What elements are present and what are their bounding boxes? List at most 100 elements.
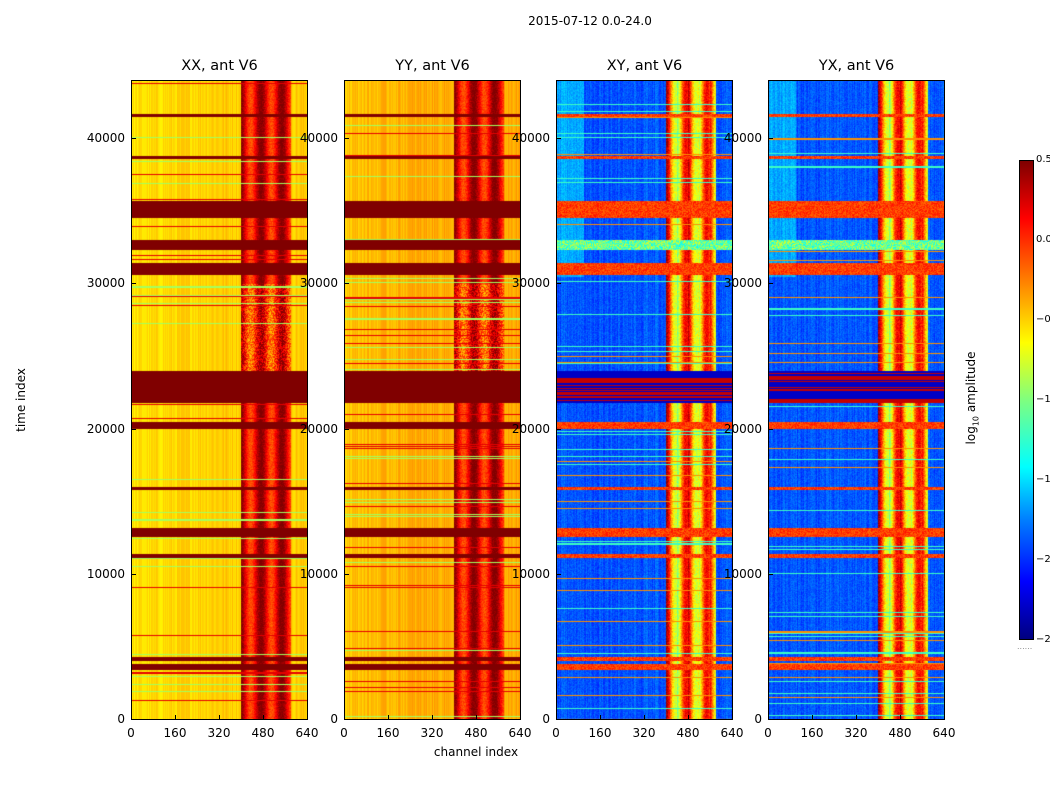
x-tick-label: 160 [163,726,187,740]
x-tick-mark [307,715,308,719]
heatmap-panel-xy [556,80,733,720]
colorbar-label-sub: 10 [971,415,981,427]
colorbar [1019,160,1034,640]
panel-title-yy: YY, ant V6 [395,58,470,74]
y-tick-label: 40000 [723,131,762,146]
x-tick-label: 640 [932,726,956,740]
y-tick-mark [769,573,773,575]
heatmap-image-yx [768,80,945,720]
x-tick-label: 0 [552,726,560,740]
colorbar-tick-label: 0.5 [1036,154,1050,165]
y-tick-mark [557,573,561,575]
x-tick-label: 480 [464,726,488,740]
x-tick-label: 0 [340,726,348,740]
y-tick-mark [769,719,773,720]
y-tick-label: 10000 [511,566,550,581]
x-tick-mark [520,715,521,719]
x-tick-label: 160 [800,726,824,740]
y-tick-mark [132,428,136,430]
y-tick-label: 0 [542,712,550,726]
x-tick-label: 480 [676,726,700,740]
y-tick-label: 0 [754,712,762,726]
colorbar-tick-label: 0.0 [1036,234,1050,245]
colorbar-tick-label: −2.0 [1036,554,1050,565]
heatmap-panel-xx [131,80,308,720]
x-tick-label: 320 [207,726,231,740]
y-tick-label: 40000 [511,131,550,146]
y-tick-mark [132,138,136,140]
y-tick-label: 30000 [511,276,550,291]
y-tick-label: 20000 [299,421,338,436]
y-tick-mark [345,138,349,140]
y-tick-label: 20000 [723,421,762,436]
y-tick-label: 30000 [723,276,762,291]
x-tick-label: 160 [588,726,612,740]
x-tick-label: 640 [295,726,319,740]
colorbar-label: log10 amplitude [964,343,980,453]
x-tick-mark [856,715,857,719]
y-tick-label: 20000 [86,421,125,436]
y-tick-label: 0 [117,712,125,726]
figure-title: 2015-07-12 0.0-24.0 [528,14,652,28]
panel-title-xx: XX, ant V6 [181,58,258,74]
x-tick-label: 480 [251,726,275,740]
x-tick-label: 160 [376,726,400,740]
x-tick-mark [219,715,220,719]
y-tick-label: 10000 [723,566,762,581]
x-tick-mark [175,715,176,719]
y-tick-label: 40000 [86,131,125,146]
colorbar-tick-label: −1.5 [1036,474,1050,485]
y-tick-mark [557,428,561,430]
panel-title-xy: XY, ant V6 [606,58,683,74]
x-tick-label: 320 [420,726,444,740]
y-tick-mark [345,573,349,575]
x-tick-mark [388,715,389,719]
x-tick-mark [768,715,769,719]
y-tick-mark [557,719,561,720]
y-tick-label: 20000 [511,421,550,436]
x-tick-mark [688,715,689,719]
x-tick-label: 480 [888,726,912,740]
x-tick-label: 0 [127,726,135,740]
heatmap-panel-yy [344,80,521,720]
y-tick-mark [132,573,136,575]
x-tick-label: 640 [508,726,532,740]
y-tick-mark [345,428,349,430]
x-tick-mark [600,715,601,719]
x-tick-mark [344,715,345,719]
y-tick-label: 0 [330,712,338,726]
y-tick-mark [769,138,773,140]
y-tick-mark [132,719,136,720]
heatmap-panel-yx [768,80,945,720]
heatmap-image-yy [344,80,521,720]
x-tick-mark [263,715,264,719]
y-tick-mark [345,283,349,285]
y-axis-label: time index [14,368,28,432]
x-tick-label: 640 [720,726,744,740]
colorbar-tick-label: −0.5 [1036,314,1050,325]
y-tick-label: 30000 [299,276,338,291]
x-tick-label: 320 [632,726,656,740]
x-tick-mark [476,715,477,719]
colorbar-tick-label: −1.0 [1036,394,1050,405]
x-tick-label: 0 [764,726,772,740]
y-tick-mark [557,283,561,285]
y-tick-mark [132,283,136,285]
x-tick-mark [131,715,132,719]
y-tick-mark [345,719,349,720]
panel-title-yx: YX, ant V6 [818,58,895,74]
x-tick-mark [812,715,813,719]
x-axis-label: channel index [433,745,519,759]
colorbar-label-base: log [964,426,978,445]
y-tick-mark [557,138,561,140]
y-tick-label: 10000 [299,566,338,581]
y-tick-label: 10000 [86,566,125,581]
y-tick-mark [769,428,773,430]
y-tick-label: 30000 [86,276,125,291]
heatmap-image-xx [131,80,308,720]
colorbar-tick-label: −2.5 [1036,634,1050,645]
y-tick-mark [769,283,773,285]
x-tick-mark [556,715,557,719]
colorbar-footer: ...... [1017,642,1033,651]
x-tick-mark [944,715,945,719]
